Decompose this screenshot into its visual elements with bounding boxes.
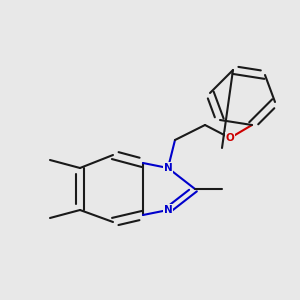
Text: O: O xyxy=(226,133,234,143)
Text: N: N xyxy=(164,163,172,173)
Text: N: N xyxy=(164,205,172,215)
